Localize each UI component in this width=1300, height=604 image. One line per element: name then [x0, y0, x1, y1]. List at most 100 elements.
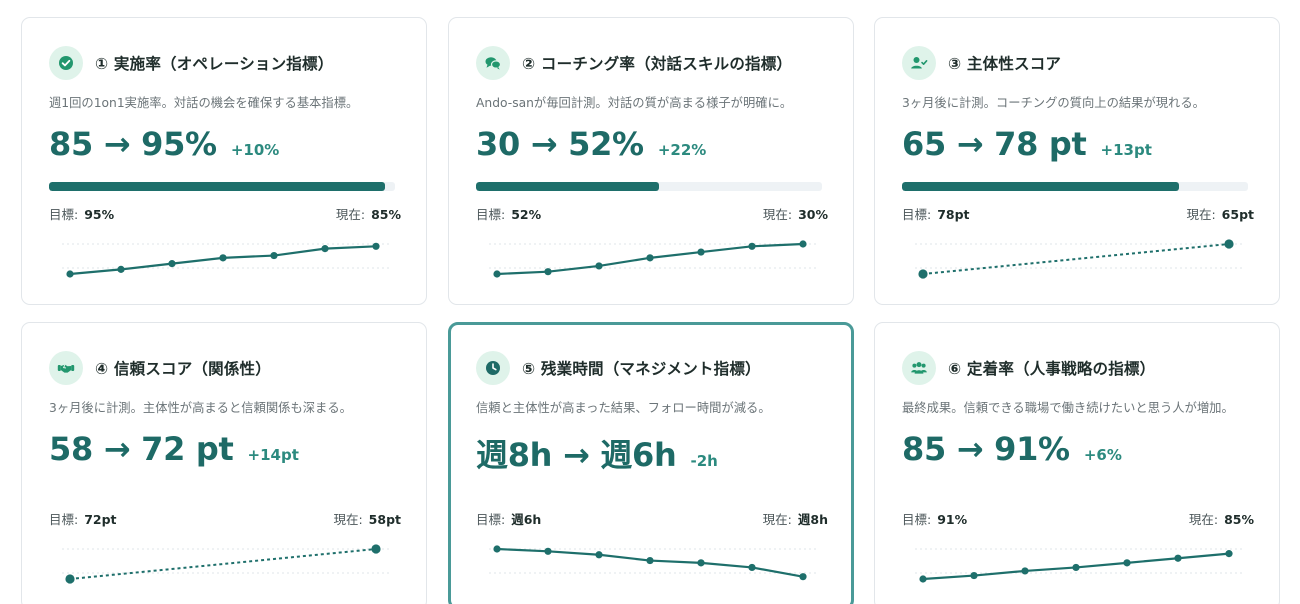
- metric-value: 58 → 72 pt: [49, 430, 234, 468]
- current-value: 85%: [371, 207, 401, 222]
- card-title: ② コーチング率（対話スキルの指標）: [522, 55, 793, 73]
- current-label: 現在:: [333, 512, 363, 527]
- current: 現在: 85%: [1189, 509, 1254, 528]
- metric-delta: +6%: [1083, 446, 1122, 464]
- trend-point: [697, 559, 705, 567]
- target-value: 72pt: [84, 512, 117, 527]
- trend-point: [799, 573, 807, 581]
- trend-point: [919, 575, 927, 583]
- trend-point: [66, 270, 74, 278]
- trend-sparkline: [915, 239, 1243, 279]
- trend-point: [1123, 559, 1131, 567]
- current: 現在: 58pt: [333, 509, 401, 528]
- target-value: 95%: [84, 207, 115, 222]
- card-title: ④ 信頼スコア（関係性）: [95, 360, 271, 378]
- trend-line: [69, 548, 377, 580]
- trend-sparkline: [915, 548, 1243, 583]
- trend-point: [748, 242, 756, 250]
- metric-value: 85 → 95%: [49, 125, 217, 163]
- trend-line: [922, 243, 1230, 275]
- trend-point: [270, 251, 278, 260]
- trend-point: [544, 268, 552, 276]
- card-description: 週1回の1on1実施率。対話の機会を確保する基本指標。: [49, 96, 359, 110]
- trend-point: [371, 544, 381, 554]
- target-label: 目標:: [902, 512, 932, 527]
- trend-point: [493, 270, 501, 278]
- target-label: 目標:: [49, 512, 79, 527]
- metric-row: 週8h → 週6h -2h: [476, 430, 718, 476]
- trend-point: [544, 547, 552, 555]
- progress-bar: [902, 182, 1248, 191]
- trend-point: [219, 254, 227, 262]
- trend-point: [1224, 239, 1234, 249]
- kpi-card[interactable]: ① 実施率（オペレーション指標） 週1回の1on1実施率。対話の機会を確保する基本…: [21, 17, 427, 305]
- trend-point: [117, 265, 125, 273]
- trend-sparkline: [62, 242, 390, 278]
- trend-point: [748, 563, 756, 572]
- trend-point: [168, 260, 176, 268]
- check-circle-icon: [49, 46, 83, 80]
- card-description: Ando-sanが毎回計測。対話の質が高まる様子が明確に。: [476, 96, 793, 110]
- current-label: 現在:: [1186, 207, 1216, 222]
- target-value: 週6h: [511, 512, 542, 527]
- trend-point: [1225, 550, 1233, 558]
- current: 現在: 週8h: [763, 509, 828, 528]
- metric-row: 30 → 52% +22%: [476, 125, 706, 163]
- target: 目標: 72pt: [49, 509, 117, 528]
- current: 現在: 85%: [336, 204, 401, 223]
- target-value: 78pt: [937, 207, 970, 222]
- trend-sparkline: [489, 240, 817, 278]
- metric-delta: +14pt: [247, 446, 299, 464]
- metric-value: 85 → 91%: [902, 430, 1070, 468]
- current: 現在: 30%: [763, 204, 828, 223]
- progress-bar: [49, 182, 395, 191]
- target-label: 目標:: [476, 512, 506, 527]
- trend-point: [799, 240, 807, 248]
- current-label: 現在:: [762, 512, 792, 527]
- target-label: 目標:: [476, 207, 506, 222]
- card-header: ⑤ 残業時間（マネジメント指標）: [476, 351, 761, 385]
- card-header: ③ 主体性スコア: [902, 46, 1061, 80]
- card-title: ① 実施率（オペレーション指標）: [95, 55, 334, 73]
- current-value: 65pt: [1221, 207, 1254, 222]
- chat-bubbles-icon: [476, 46, 510, 80]
- card-header: ⑥ 定着率（人事戦略の指標）: [902, 351, 1155, 385]
- current-value: 85%: [1224, 512, 1254, 527]
- current-label: 現在:: [335, 207, 366, 222]
- card-header: ④ 信頼スコア（関係性）: [49, 351, 271, 385]
- card-title: ⑥ 定着率（人事戦略の指標）: [948, 360, 1156, 378]
- kpi-card[interactable]: ② コーチング率（対話スキルの指標） Ando-sanが毎回計測。対話の質が高まる…: [448, 17, 854, 305]
- kpi-card[interactable]: ⑤ 残業時間（マネジメント指標） 信頼と主体性が高まった結果、フォロー時間が減る。…: [448, 322, 854, 604]
- card-description: 3ヶ月後に計測。主体性が高まると信頼関係も深まる。: [49, 401, 352, 415]
- trend-point: [1021, 567, 1029, 575]
- kpi-card[interactable]: ④ 信頼スコア（関係性） 3ヶ月後に計測。主体性が高まると信頼関係も深まる。 58 …: [21, 322, 427, 604]
- metric-value: 30 → 52%: [476, 125, 644, 163]
- trend-point: [697, 248, 705, 256]
- card-description: 3ヶ月後に計測。コーチングの質向上の結果が現れる。: [902, 96, 1205, 110]
- current-value: 週8h: [797, 512, 828, 527]
- target: 目標: 95%: [49, 204, 114, 223]
- progress-bar: [476, 182, 822, 191]
- current-value: 30%: [798, 207, 828, 222]
- target-value: 91%: [937, 512, 968, 527]
- progress-bar-fill: [49, 182, 385, 191]
- metric-row: 58 → 72 pt +14pt: [49, 430, 299, 468]
- target-value: 52%: [511, 207, 542, 222]
- metric-value: 65 → 78 pt: [902, 125, 1087, 163]
- trend-point: [970, 571, 978, 580]
- trend-point: [493, 545, 501, 553]
- trend-sparkline: [62, 544, 390, 584]
- target: 目標: 78pt: [902, 204, 970, 223]
- target: 目標: 週6h: [476, 509, 541, 528]
- progress-bar-fill: [476, 182, 660, 191]
- target-label: 目標:: [49, 207, 79, 222]
- card-header: ② コーチング率（対話スキルの指標）: [476, 46, 792, 80]
- kpi-card[interactable]: ③ 主体性スコア 3ヶ月後に計測。コーチングの質向上の結果が現れる。 65 → 78…: [874, 17, 1280, 305]
- card-header: ① 実施率（オペレーション指標）: [49, 46, 333, 80]
- trend-point: [1174, 554, 1182, 562]
- metric-row: 65 → 78 pt +13pt: [902, 125, 1152, 163]
- kpi-card[interactable]: ⑥ 定着率（人事戦略の指標） 最終成果。信頼できる職場で働き続けたいと思う人が増加…: [874, 322, 1280, 604]
- trend-point: [65, 574, 75, 584]
- trend-point: [321, 245, 329, 253]
- trend-point: [646, 556, 654, 565]
